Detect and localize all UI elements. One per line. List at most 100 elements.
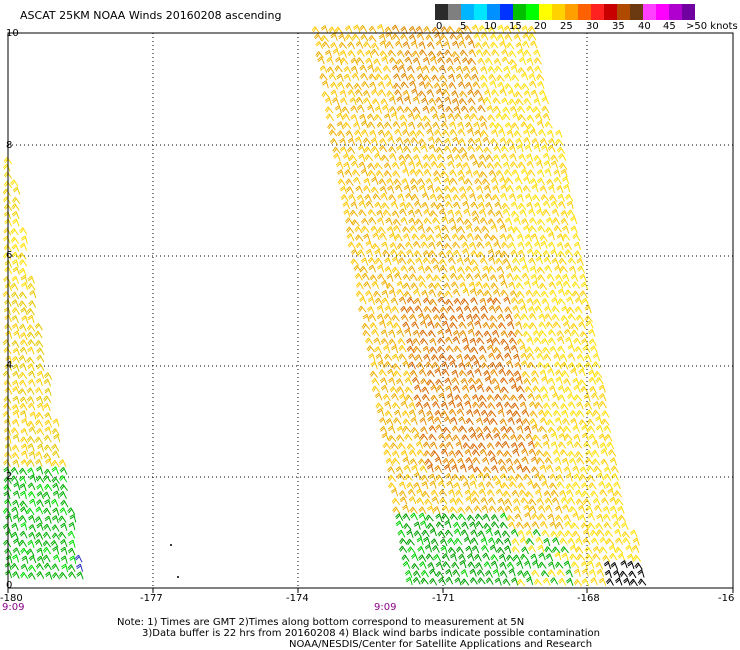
wind-barb xyxy=(536,73,545,81)
wind-barb xyxy=(560,497,569,505)
wind-barb xyxy=(579,466,588,475)
wind-barb xyxy=(561,418,570,426)
wind-barb xyxy=(11,355,20,364)
wind-barb xyxy=(401,554,410,562)
wind-barb xyxy=(554,561,564,569)
wind-barb xyxy=(11,522,19,531)
wind-barb xyxy=(350,105,359,114)
wind-barb xyxy=(581,578,590,587)
wind-barb xyxy=(424,544,432,553)
wind-barb xyxy=(541,529,550,538)
wind-barb xyxy=(409,130,418,138)
wind-barb xyxy=(550,160,558,169)
wind-barb xyxy=(12,490,21,499)
wind-barb xyxy=(452,474,461,481)
wind-barb xyxy=(521,272,530,281)
wind-barb xyxy=(367,121,376,129)
wind-barb xyxy=(441,216,449,225)
wind-barb xyxy=(412,329,421,338)
wind-barb xyxy=(509,153,517,162)
wind-barb xyxy=(477,432,485,441)
wind-barb xyxy=(512,410,521,418)
wind-barb xyxy=(594,504,603,513)
wind-barb xyxy=(501,113,511,121)
wind-barb xyxy=(592,545,601,554)
wind-barb xyxy=(528,80,537,89)
wind-barb xyxy=(381,241,389,250)
wind-barb xyxy=(470,443,479,451)
wind-barb xyxy=(360,120,369,129)
wind-barb xyxy=(499,40,507,49)
wind-barb xyxy=(435,233,443,242)
wind-barb xyxy=(614,546,624,554)
wind-barb xyxy=(567,344,575,353)
wind-barb xyxy=(533,578,543,586)
scale-swatch xyxy=(474,4,487,20)
wind-barb xyxy=(567,313,576,321)
wind-barb xyxy=(375,402,384,410)
wind-barb xyxy=(19,332,28,341)
wind-barb xyxy=(438,442,448,450)
wind-barb xyxy=(448,408,457,417)
wind-barb xyxy=(479,448,488,457)
wind-barb xyxy=(531,424,539,433)
wind-barb xyxy=(443,137,452,147)
wind-barb xyxy=(511,257,521,266)
wind-barb xyxy=(486,105,494,114)
wind-barb xyxy=(552,321,562,329)
wind-barb xyxy=(438,353,447,361)
wind-barb xyxy=(561,225,570,234)
wind-barb xyxy=(400,72,409,81)
wind-barb xyxy=(564,386,573,394)
wind-barb xyxy=(480,129,489,138)
wind-barb xyxy=(582,345,591,353)
wind-barb xyxy=(512,112,520,121)
scale-swatch xyxy=(604,4,617,20)
wind-barb xyxy=(419,233,428,242)
wind-barb xyxy=(525,433,534,442)
wind-barb xyxy=(477,251,486,259)
wind-barb xyxy=(451,233,460,241)
wind-barb xyxy=(424,265,433,273)
wind-barb xyxy=(26,507,35,516)
wind-barb xyxy=(483,417,491,426)
wind-barb xyxy=(400,450,409,459)
wind-barb xyxy=(487,352,496,361)
wind-barb xyxy=(430,384,438,393)
wind-barb xyxy=(391,210,400,219)
wind-barb xyxy=(395,145,404,154)
wind-barb xyxy=(533,201,542,210)
wind-barb xyxy=(459,234,468,242)
wind-barb xyxy=(492,347,502,355)
wind-barb xyxy=(606,441,615,450)
wind-barb xyxy=(370,137,379,146)
wind-barb xyxy=(324,49,333,59)
wind-barb xyxy=(573,473,581,482)
wind-barb xyxy=(473,408,481,417)
wind-barb xyxy=(439,33,449,42)
wind-barb xyxy=(489,322,499,330)
wind-barb xyxy=(36,428,45,436)
wind-barb xyxy=(540,144,549,153)
wind-barb xyxy=(598,433,606,442)
wind-barb xyxy=(555,138,564,146)
wind-barb xyxy=(381,432,389,441)
wind-barb xyxy=(573,250,582,258)
wind-barb xyxy=(584,457,594,466)
wind-barb xyxy=(398,154,407,163)
wind-barb xyxy=(508,481,518,489)
wind-barb xyxy=(494,480,503,489)
wind-barb xyxy=(580,281,589,290)
wind-barb xyxy=(374,201,382,210)
wind-barb xyxy=(530,89,538,98)
wind-barb xyxy=(388,338,397,346)
wind-barb xyxy=(51,572,61,580)
wind-barb xyxy=(543,537,551,547)
wind-barb xyxy=(533,337,542,345)
wind-barb xyxy=(442,561,451,569)
wind-barb xyxy=(566,209,576,218)
wind-barb xyxy=(601,410,610,418)
wind-barb xyxy=(311,26,320,34)
wind-barb xyxy=(27,283,36,291)
wind-barb xyxy=(389,249,399,257)
